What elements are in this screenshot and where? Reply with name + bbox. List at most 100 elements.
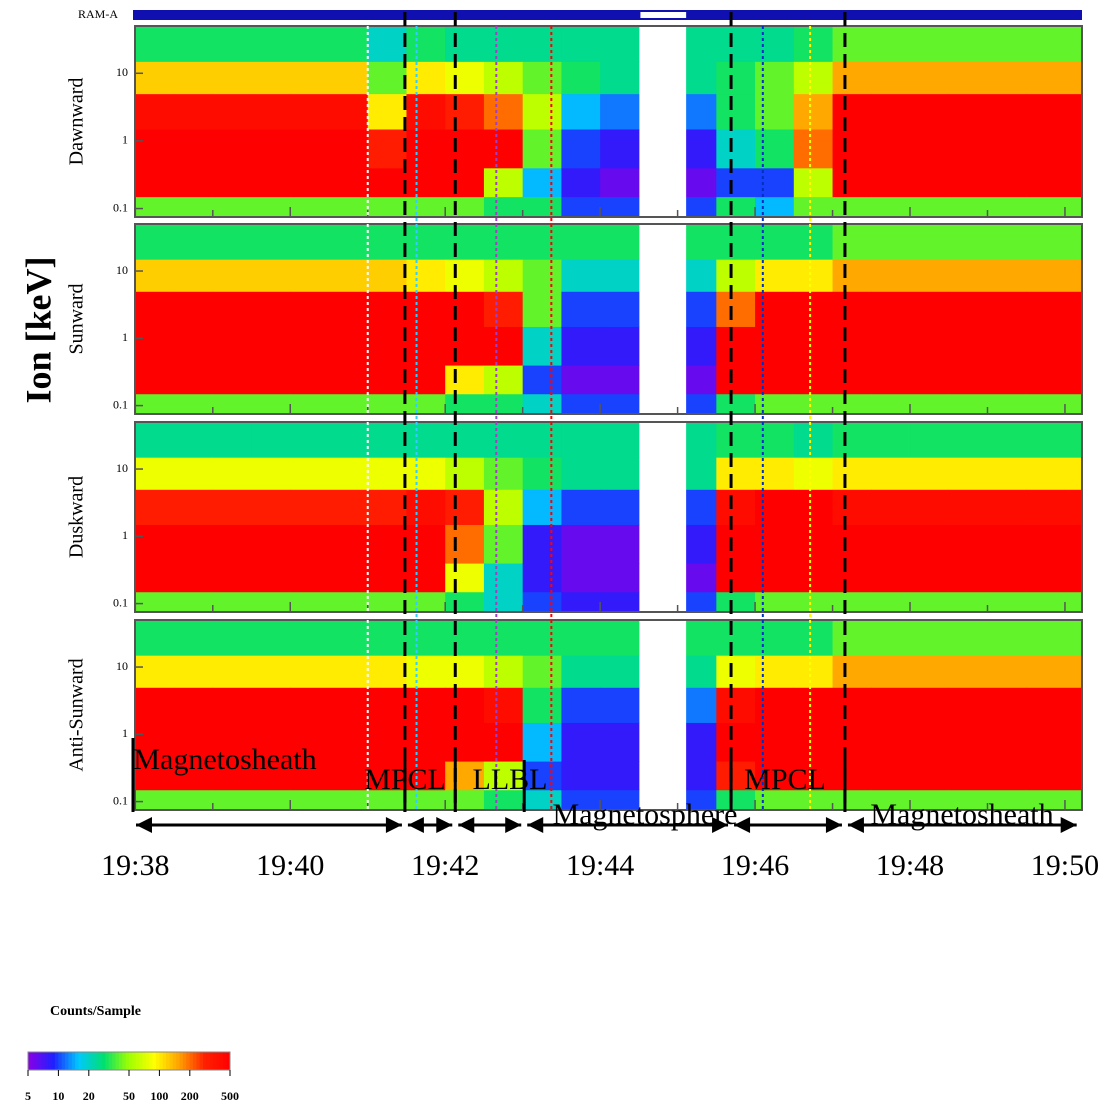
count-cell <box>755 26 795 62</box>
colorbar-tick-label: 500 <box>221 1089 239 1103</box>
colorbar-tick-label: 200 <box>181 1089 199 1103</box>
y-tick-label: 1 <box>122 330 128 344</box>
count-cell <box>561 129 601 169</box>
count-cell <box>251 422 291 458</box>
count-cell <box>910 26 950 62</box>
colorbar-swatch <box>209 1052 214 1070</box>
count-cell <box>174 224 214 260</box>
count-cell <box>561 259 601 292</box>
count-cell <box>716 291 756 327</box>
region-label: Magnetosphere <box>553 798 738 831</box>
count-cell <box>406 489 446 525</box>
count-cell <box>600 687 640 723</box>
count-cell <box>483 722 524 762</box>
count-cell <box>910 620 950 656</box>
count-cell <box>483 761 524 791</box>
colorbar-swatch <box>135 1052 140 1070</box>
count-cell <box>987 687 1027 723</box>
count-cell <box>600 489 640 525</box>
count-cell <box>367 326 407 366</box>
count-cell <box>1026 591 1066 612</box>
count-cell <box>987 129 1027 169</box>
colorbar-swatch <box>159 1052 164 1070</box>
count-cell <box>328 761 369 791</box>
count-cell <box>445 61 485 95</box>
count-cell <box>677 591 717 612</box>
count-cell <box>483 196 524 217</box>
count-cell <box>716 167 756 198</box>
count-cell <box>290 291 330 327</box>
count-cell <box>600 129 640 169</box>
count-cell <box>948 326 988 366</box>
count-cell <box>561 167 601 198</box>
count-cell <box>445 365 485 395</box>
count-cell <box>716 259 756 292</box>
panel-frame <box>134 421 1083 613</box>
colorbar-swatch <box>166 1052 170 1070</box>
y-tick-label: 10 <box>116 65 128 79</box>
count-cell <box>251 524 291 564</box>
count-cell <box>251 61 291 95</box>
count-cell <box>483 224 524 260</box>
count-cell <box>367 457 407 490</box>
count-cell <box>251 655 291 688</box>
count-cell <box>174 722 214 762</box>
count-cell <box>910 524 950 564</box>
count-cell <box>212 291 253 327</box>
count-cell <box>406 457 446 490</box>
count-cell <box>328 620 369 656</box>
count-cell <box>832 655 872 688</box>
count-cell <box>445 524 485 564</box>
count-cell <box>212 655 253 688</box>
count-cell <box>406 620 446 656</box>
count-cell <box>716 326 756 366</box>
count-cell <box>522 489 562 525</box>
colorbar-swatch <box>145 1052 150 1070</box>
count-cell <box>793 722 834 762</box>
count-cell <box>910 196 950 217</box>
colorbar-swatch <box>199 1052 204 1070</box>
x-tick-label: 19:42 <box>411 849 479 882</box>
count-cell <box>135 789 175 810</box>
count-cell <box>522 524 562 564</box>
x-tick-label: 19:46 <box>721 849 789 882</box>
colorbar-swatch <box>213 1052 218 1070</box>
count-cell <box>755 457 795 490</box>
count-cell <box>483 687 524 723</box>
count-cell <box>755 365 795 395</box>
count-cell <box>483 26 524 62</box>
colorbar-swatch <box>179 1052 184 1070</box>
count-cell <box>987 224 1027 260</box>
count-cell <box>832 326 872 366</box>
count-cell <box>367 196 407 217</box>
count-cell <box>832 524 872 564</box>
count-cell <box>948 365 988 395</box>
count-cell <box>483 620 524 656</box>
count-cell <box>793 167 834 198</box>
count-cell <box>716 687 756 723</box>
count-cell <box>1026 422 1066 458</box>
count-cell <box>716 196 756 217</box>
count-cell <box>406 259 446 292</box>
count-cell <box>290 591 330 612</box>
count-cell <box>135 722 175 762</box>
top-bar-label: RAM-A <box>78 7 118 21</box>
count-cell <box>793 761 834 791</box>
y-tick-label: 1 <box>122 528 128 542</box>
arrow-head <box>458 817 475 833</box>
arrow-head <box>527 817 544 833</box>
colorbar-swatch <box>139 1052 143 1070</box>
count-cell <box>135 365 175 395</box>
count-cell <box>212 167 253 198</box>
count-cell <box>832 26 872 62</box>
region-label: Magnetosheath <box>870 798 1053 831</box>
colorbar-swatch <box>115 1052 120 1070</box>
count-cell <box>600 326 640 366</box>
colorbar-swatch <box>189 1052 194 1070</box>
count-cell <box>600 761 640 791</box>
count-cell <box>174 129 214 169</box>
count-cell <box>174 61 214 95</box>
count-cell <box>522 167 562 198</box>
count-cell <box>600 291 640 327</box>
count-cell <box>445 591 485 612</box>
